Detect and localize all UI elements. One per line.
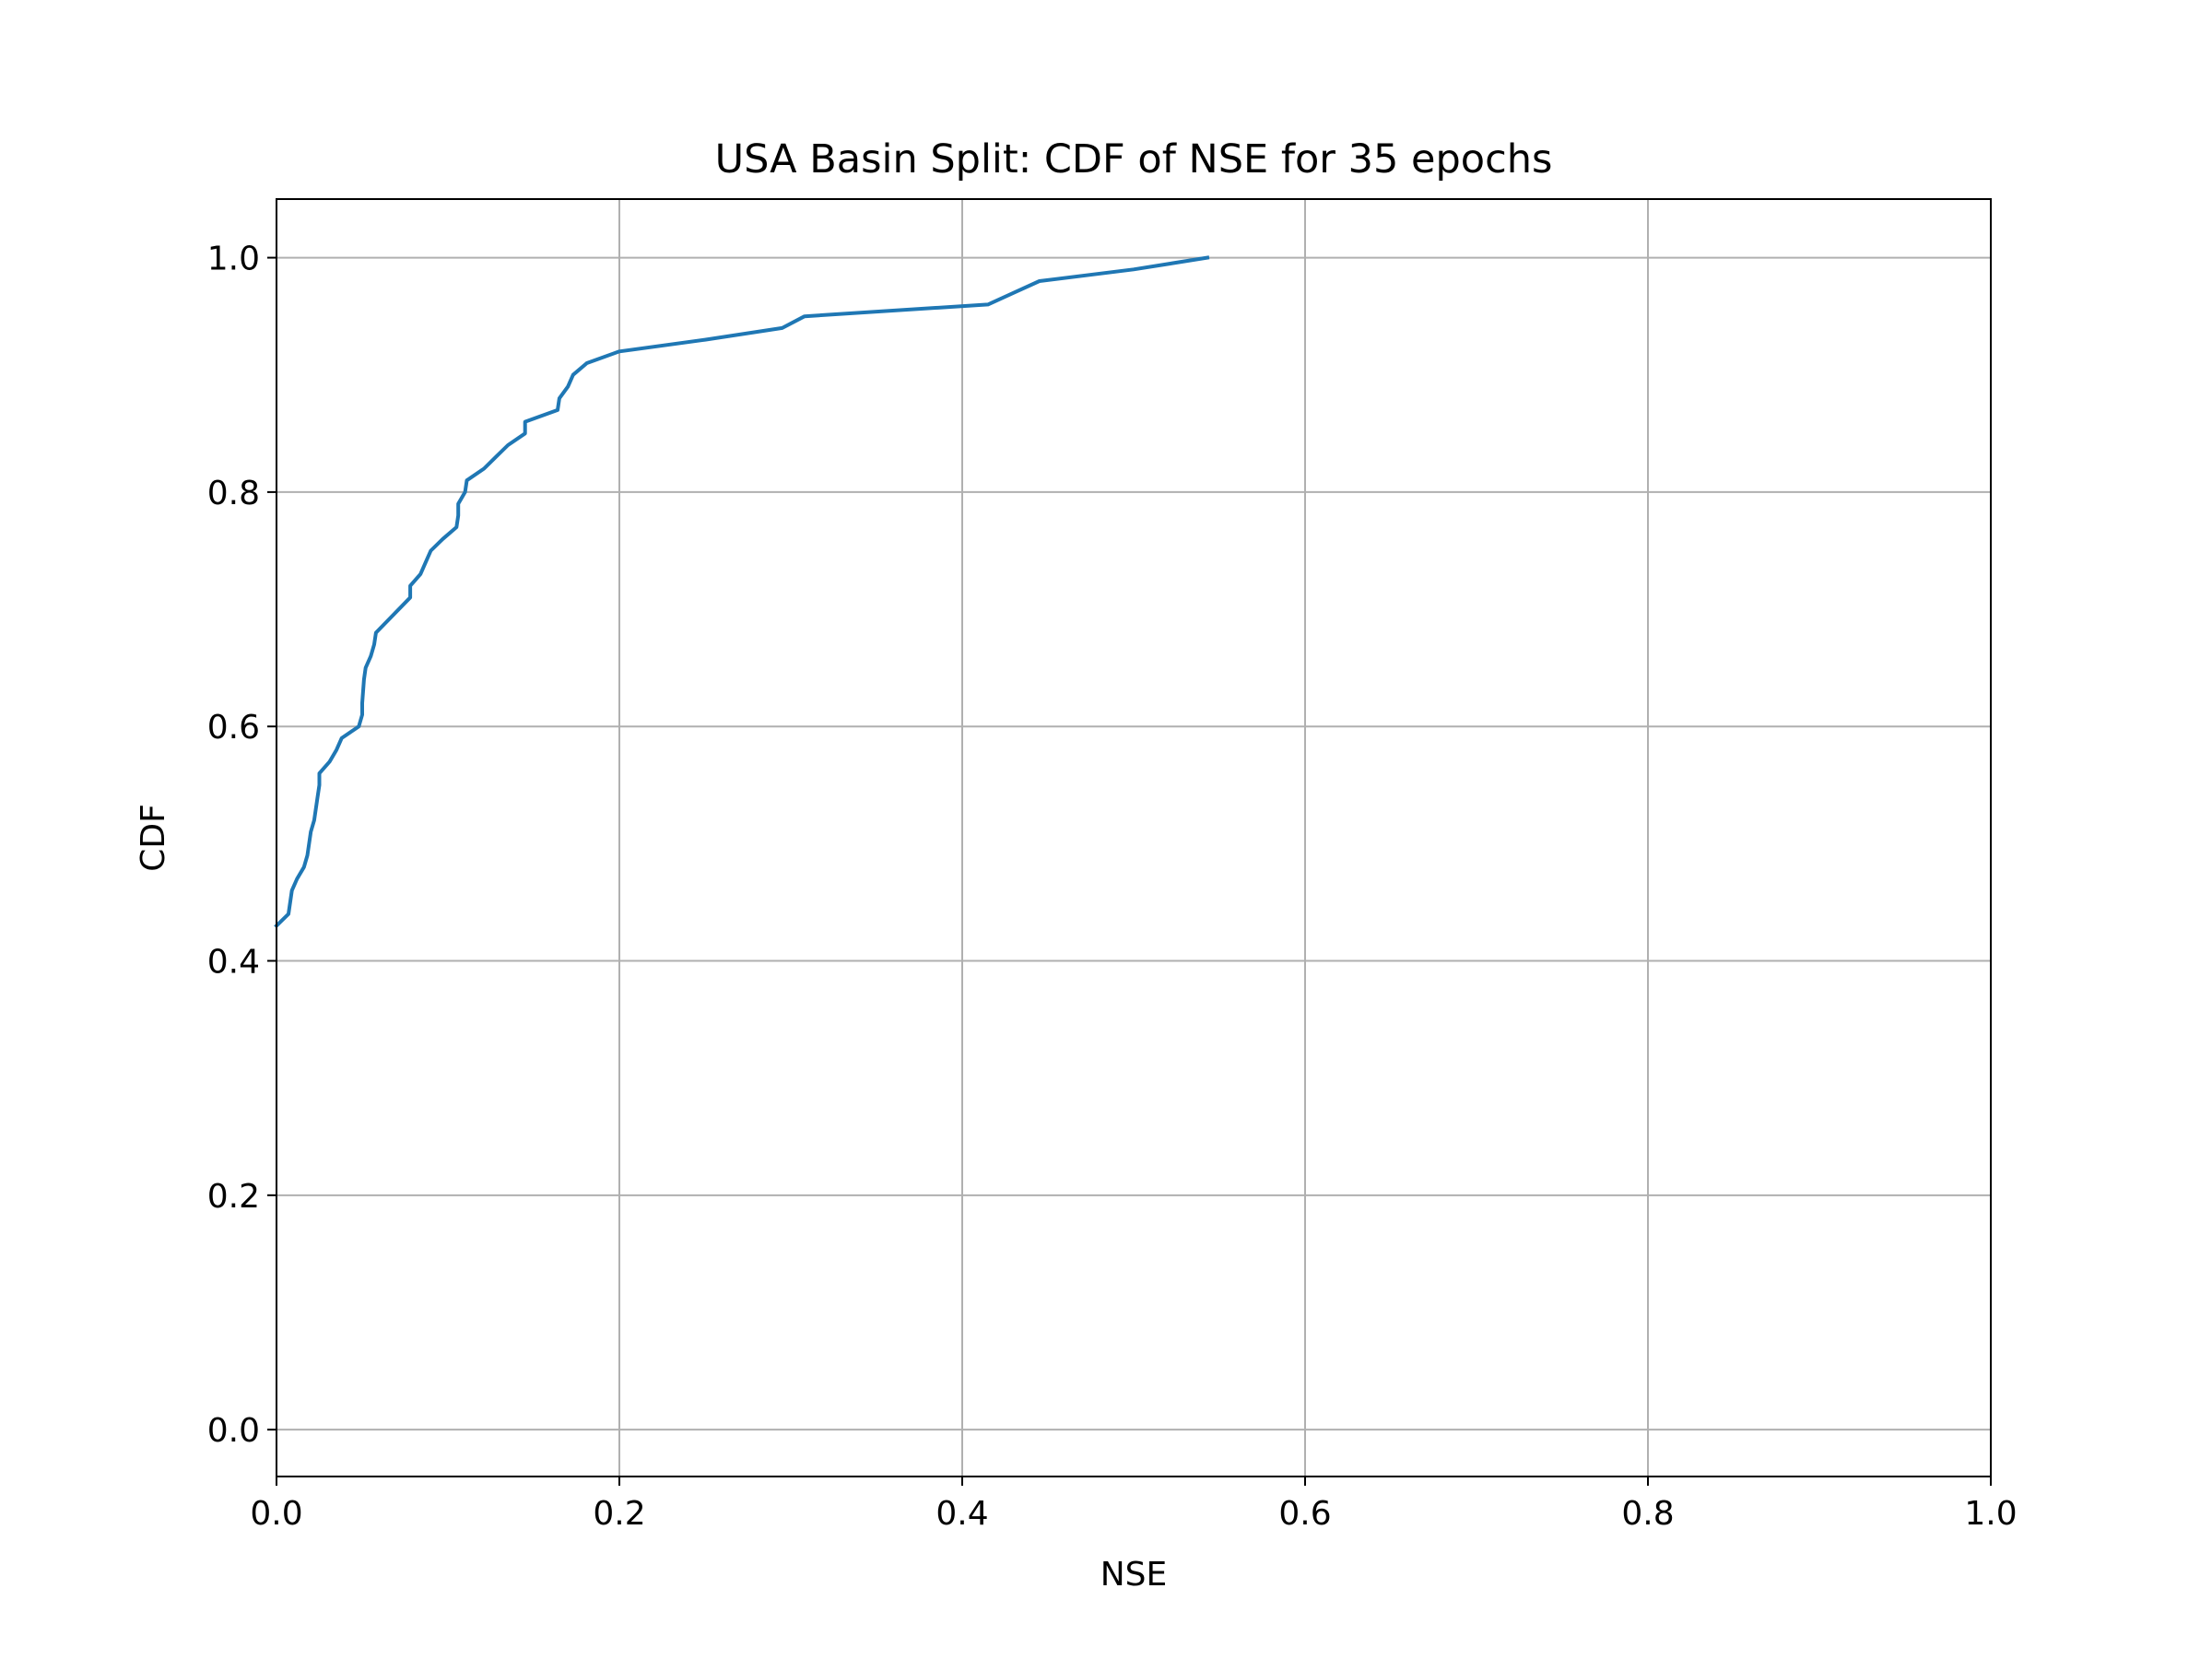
chart-title: USA Basin Split: CDF of NSE for 35 epoch…: [715, 136, 1553, 182]
x-tick-label: 0.8: [1621, 1495, 1674, 1533]
x-tick-label: 0.4: [935, 1495, 988, 1533]
x-tick-label: 0.6: [1278, 1495, 1331, 1533]
plot-frame: [276, 198, 1992, 1477]
y-tick-label: 0.4: [207, 944, 260, 982]
y-axis-label: CDF: [135, 804, 172, 872]
y-tick-label: 0.2: [207, 1178, 260, 1216]
plot-background: [276, 199, 1991, 1477]
y-tick-label: 1.0: [207, 241, 260, 278]
cdf-line: [274, 255, 1210, 929]
grid-lines: [276, 199, 1992, 1477]
x-tick-label: 0.0: [250, 1495, 302, 1533]
x-axis-ticks: 0.0 0.2 0.4 0.6 0.8 1.0: [250, 1477, 2018, 1533]
x-tick-label: 1.0: [1964, 1495, 2017, 1533]
series-layer: [274, 255, 1210, 929]
y-tick-label: 0.0: [207, 1412, 260, 1450]
y-tick-label: 0.6: [207, 709, 260, 747]
y-axis-ticks: 0.0 0.2 0.4 0.6 0.8 1.0: [207, 241, 276, 1450]
x-axis-label: NSE: [1100, 1556, 1168, 1594]
y-tick-label: 0.8: [207, 475, 260, 512]
x-tick-label: 0.2: [593, 1495, 645, 1533]
